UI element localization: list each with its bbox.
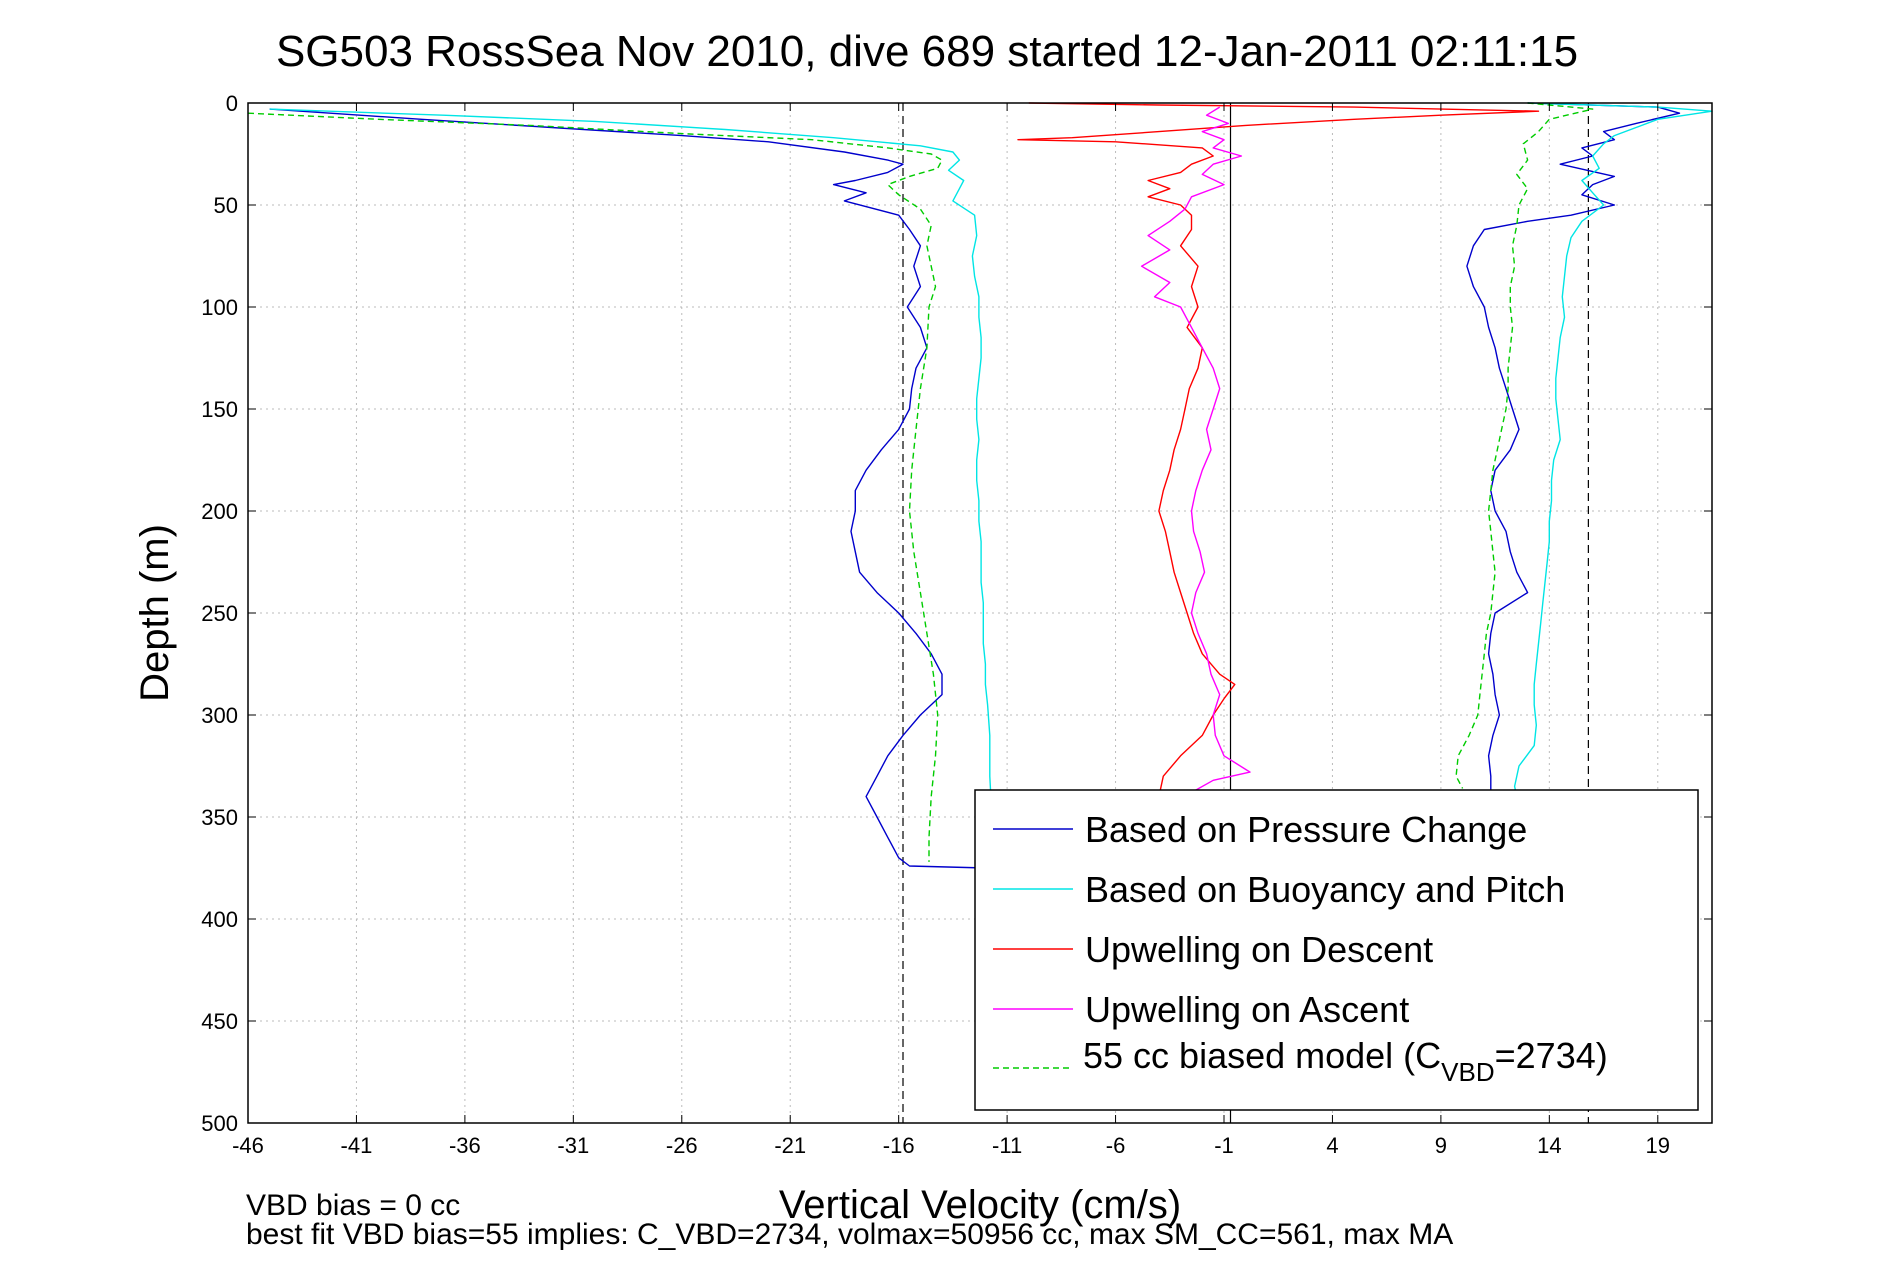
x-tick-label: -36 (449, 1133, 481, 1158)
y-tick-label: 500 (201, 1111, 238, 1136)
y-tick-label: 100 (201, 295, 238, 320)
legend-label-buoyancy: Based on Buoyancy and Pitch (1085, 869, 1565, 910)
y-tick-label: 450 (201, 1009, 238, 1034)
legend-label-upwelling-ascent: Upwelling on Ascent (1085, 989, 1409, 1030)
legend-label-biased-model: 55 cc biased model (CVBD=2734) (1083, 1035, 1608, 1087)
footnote-bias: VBD bias = 0 cc (246, 1189, 460, 1222)
x-tick-label: -21 (774, 1133, 806, 1158)
legend-label-upwelling-descent: Upwelling on Descent (1085, 929, 1433, 970)
y-tick-label: 150 (201, 397, 238, 422)
y-tick-label: 300 (201, 703, 238, 728)
chart-title: SG503 RossSea Nov 2010, dive 689 started… (276, 27, 1578, 76)
footnote-best-fit: best fit VBD bias=55 implies: C_VBD=2734… (246, 1218, 1453, 1251)
series-line-pressure_ascent (1466, 102, 1681, 797)
series-lines (247, 102, 1713, 869)
y-tick-label: 0 (226, 91, 238, 116)
series-line-model_ascent (1455, 102, 1594, 789)
series-line-buoyancy_descent (269, 108, 993, 842)
legend-box (974, 789, 1699, 1111)
x-tick-label: -1 (1214, 1133, 1234, 1158)
x-tick-label: -6 (1106, 1133, 1126, 1158)
x-tick-label: -26 (666, 1133, 698, 1158)
x-tick-label: 19 (1646, 1133, 1670, 1158)
legend-label-biased-model-tail: =2734) (1495, 1035, 1608, 1076)
series-line-pressure_descent (269, 108, 986, 869)
legend-label-biased-model-sub: VBD (1441, 1057, 1494, 1087)
x-tick-label: -31 (557, 1133, 589, 1158)
x-axis-ticks: -46 -41 -36 -31 -26 -21 -16 -11 -6 -1 4 9 14 19 (232, 103, 1670, 1158)
x-tick-label: 14 (1537, 1133, 1561, 1158)
y-tick-label: 200 (201, 499, 238, 524)
series-line-buoyancy_ascent (1513, 102, 1713, 797)
legend-label-pressure: Based on Pressure Change (1085, 809, 1527, 850)
legend-label-biased-model-main: 55 cc biased model (C (1083, 1035, 1441, 1076)
x-tick-label: 4 (1326, 1133, 1338, 1158)
x-tick-label: -41 (341, 1133, 373, 1158)
legend: Based on Pressure Change Based on Buoyan… (974, 789, 1699, 1111)
x-axis-label: Vertical Velocity (cm/s) (779, 1183, 1181, 1227)
series-line-upwelling_descent (1017, 102, 1540, 834)
y-tick-label: 250 (201, 601, 238, 626)
x-tick-label: -16 (883, 1133, 915, 1158)
series-line-model_descent (247, 112, 943, 862)
series-line-upwelling_ascent (1140, 106, 1251, 794)
x-tick-label: 9 (1435, 1133, 1447, 1158)
y-tick-label: 50 (214, 193, 238, 218)
y-tick-label: 350 (201, 805, 238, 830)
x-tick-label: -46 (232, 1133, 264, 1158)
y-axis-ticks: 0 50 100 150 200 250 300 350 400 450 500 (201, 91, 1712, 1136)
y-axis-label: Depth (m) (133, 524, 177, 702)
x-tick-label: -11 (992, 1133, 1022, 1158)
y-tick-label: 400 (201, 907, 238, 932)
